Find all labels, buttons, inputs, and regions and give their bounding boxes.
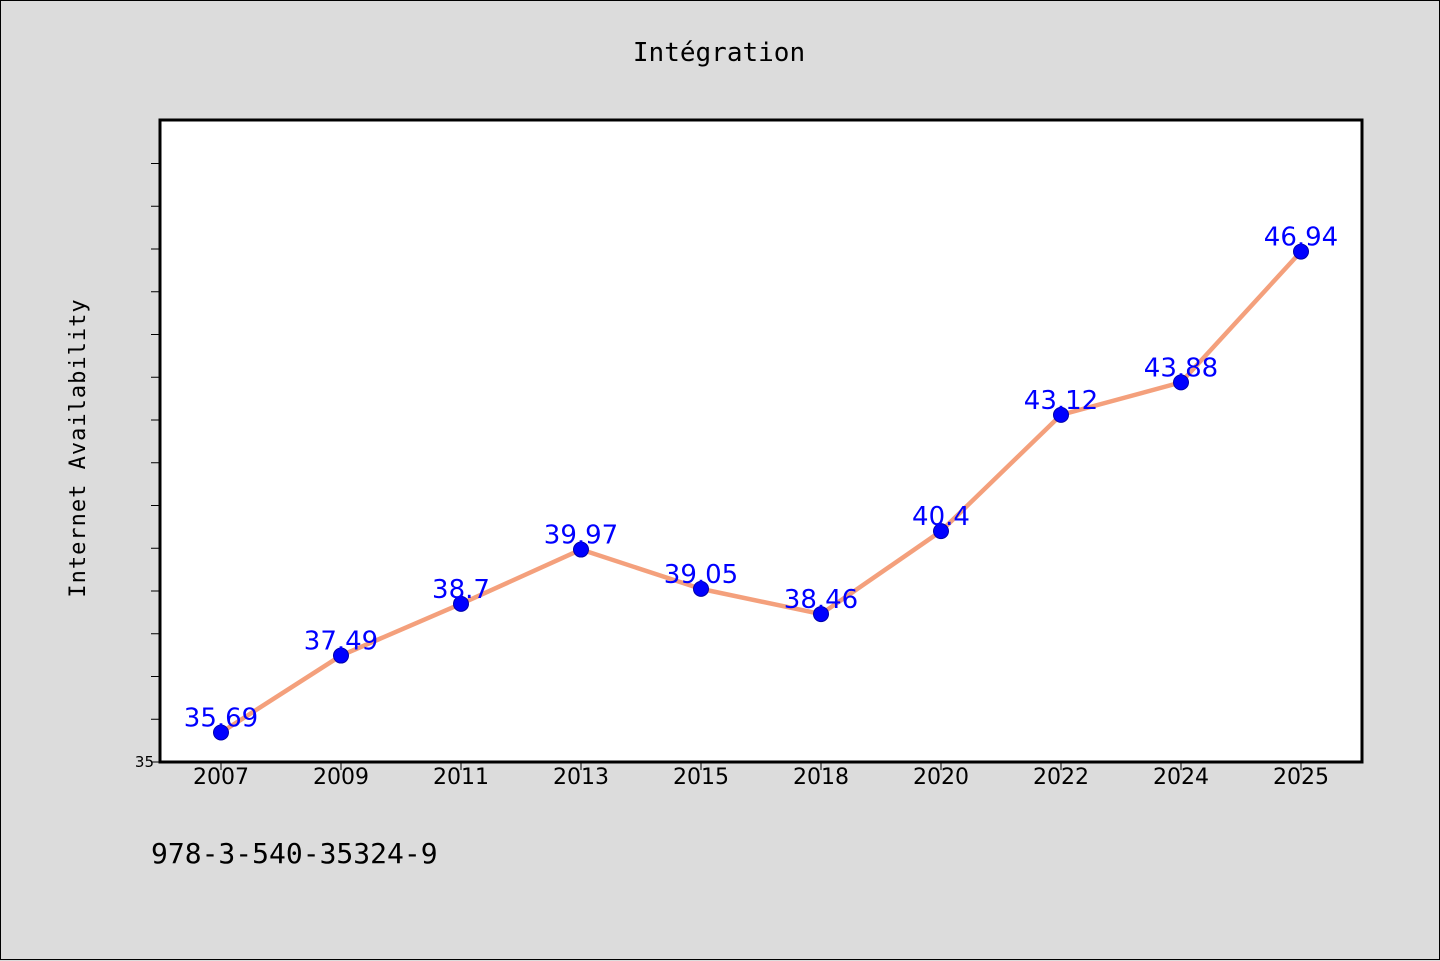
data-label: 37.49	[304, 627, 378, 657]
chart-title: Intégration	[633, 38, 805, 68]
data-point	[453, 595, 469, 612]
series-markers	[213, 243, 1309, 741]
footer-identifier: 978-3-540-35324-9	[151, 837, 438, 870]
data-point	[573, 541, 589, 558]
data-label: 38.46	[784, 585, 858, 615]
x-axis-ticks: 2007 2009 2011 2013 2015 2018 2020 2022 2024 2025	[193, 762, 1329, 790]
data-label: 39.97	[544, 521, 618, 551]
y-tick-label: 35	[135, 753, 154, 771]
data-point	[1173, 374, 1189, 391]
x-tick-label: 2025	[1273, 765, 1329, 790]
data-labels: 35.69 37.49 38.7 39.97 39.05 38.46 40.4 43.12 43…	[184, 223, 1338, 734]
x-tick-label: 2018	[793, 765, 849, 790]
data-point	[933, 523, 949, 540]
data-label: 43.12	[1024, 386, 1098, 416]
x-tick-label: 2007	[193, 765, 249, 790]
x-tick-label: 2020	[913, 765, 969, 790]
data-label: 35.69	[184, 704, 258, 734]
data-point	[333, 647, 349, 664]
series-line	[218, 249, 1304, 735]
data-label: 40.4	[912, 502, 970, 532]
x-tick-label: 2024	[1153, 765, 1209, 790]
data-point	[213, 724, 229, 741]
data-point	[1053, 406, 1069, 423]
x-tick-label: 2022	[1033, 765, 1089, 790]
y-axis-ticks: 35	[135, 163, 160, 771]
x-tick-label: 2011	[433, 765, 489, 790]
x-tick-label: 2013	[553, 765, 609, 790]
data-point	[1293, 243, 1309, 260]
data-point	[813, 606, 829, 623]
plot-area	[158, 118, 1364, 764]
data-label: 46.94	[1264, 223, 1338, 253]
series-line-group	[218, 249, 1304, 735]
data-label: 43.88	[1144, 353, 1218, 383]
data-label: 39.05	[664, 560, 738, 590]
x-tick-label: 2015	[673, 765, 729, 790]
data-label: 38.7	[432, 575, 490, 605]
y-axis-label: Internet Availability	[66, 298, 91, 597]
x-tick-label: 2009	[313, 765, 369, 790]
data-point	[693, 580, 709, 597]
